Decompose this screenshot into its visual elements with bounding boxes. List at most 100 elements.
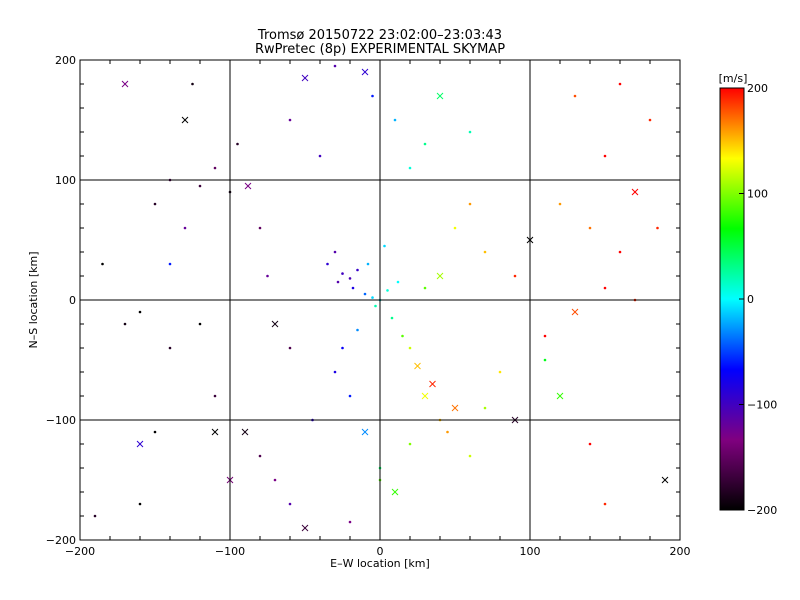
dot-marker <box>258 226 262 230</box>
cross-marker <box>451 404 459 412</box>
dot-marker <box>348 394 352 398</box>
cross-stroke <box>429 380 436 388</box>
dot-marker <box>198 184 202 188</box>
cross-stroke <box>211 428 219 436</box>
cross-marker <box>181 116 189 124</box>
dot-marker <box>446 430 449 434</box>
cross-marker <box>301 524 309 532</box>
cross-marker <box>244 182 252 190</box>
colorbar-tick-label: 200 <box>747 82 768 95</box>
colorbar-label: [m/s] <box>719 72 748 85</box>
colorbar-tick-label: 0 <box>747 293 754 306</box>
dot-marker <box>213 394 217 398</box>
data-points <box>93 64 669 532</box>
dot-marker <box>333 250 337 254</box>
cross-marker <box>391 488 399 496</box>
dot-marker <box>213 166 217 170</box>
dot-marker <box>341 272 344 275</box>
cross-stroke <box>661 476 669 484</box>
cross-marker <box>661 476 669 484</box>
chart-subtitle: RwPretec (8p) EXPERIMENTAL SKYMAP <box>255 42 505 57</box>
dot-marker <box>603 502 607 506</box>
dot-marker <box>333 64 337 68</box>
cross-stroke <box>136 440 144 448</box>
dot-marker <box>336 280 340 284</box>
dot-marker <box>483 250 487 254</box>
cross-stroke <box>414 362 421 370</box>
dot-marker <box>371 94 374 98</box>
x-tick-label: −100 <box>215 545 245 558</box>
dot-marker <box>401 334 404 338</box>
dot-marker <box>273 478 277 482</box>
dot-marker <box>266 274 269 278</box>
x-tick-label: 200 <box>670 545 691 558</box>
cross-marker <box>361 68 369 76</box>
colorbar-tick-label: −200 <box>747 504 777 517</box>
y-tick-label: −100 <box>46 414 76 427</box>
dot-marker <box>408 346 412 350</box>
y-tick-label: −200 <box>46 534 76 547</box>
dot-marker <box>288 346 292 350</box>
cross-stroke <box>556 392 564 400</box>
dot-marker <box>573 94 577 98</box>
cross-stroke <box>436 272 444 280</box>
y-tick-label: 0 <box>69 294 76 307</box>
cross-marker <box>429 380 436 388</box>
dot-marker <box>236 142 239 146</box>
cross-marker <box>136 440 144 448</box>
dot-marker <box>288 118 292 122</box>
dot-marker <box>513 274 517 278</box>
dot-marker <box>423 286 427 290</box>
y-axis-ticks: −200 −100 0 100 200 <box>46 54 680 547</box>
dot-marker <box>408 442 412 446</box>
dot-marker <box>333 370 337 374</box>
dot-marker <box>356 328 359 332</box>
dot-marker <box>93 514 97 518</box>
dot-marker <box>383 244 386 248</box>
dot-marker <box>366 262 370 266</box>
x-tick-label: 0 <box>377 545 384 558</box>
dot-marker <box>138 310 142 314</box>
cross-marker <box>571 308 579 316</box>
dot-marker <box>423 142 427 146</box>
x-tick-label: 100 <box>520 545 541 558</box>
dot-marker <box>153 430 157 434</box>
dot-marker <box>168 262 172 266</box>
dot-marker <box>390 316 394 320</box>
cross-stroke <box>571 308 579 316</box>
cross-marker <box>361 428 369 436</box>
cross-stroke <box>301 74 309 82</box>
dot-marker <box>371 296 374 299</box>
cross-stroke <box>241 428 249 436</box>
cross-marker <box>631 188 639 196</box>
cross-stroke <box>121 80 129 88</box>
dot-marker <box>648 118 652 122</box>
cross-stroke <box>271 320 279 328</box>
cross-marker <box>271 320 279 328</box>
cross-stroke <box>421 392 429 400</box>
dot-marker <box>183 226 187 230</box>
x-axis-label: E–W location [km] <box>330 557 430 570</box>
cross-marker <box>301 74 309 82</box>
dot-marker <box>393 118 397 122</box>
dot-marker <box>318 154 322 158</box>
colorbar-tick-label: 100 <box>747 188 768 201</box>
dot-marker <box>468 130 472 134</box>
cross-stroke <box>451 404 459 412</box>
dot-marker <box>191 82 194 86</box>
dot-marker <box>618 250 622 254</box>
dot-marker <box>468 202 472 206</box>
dot-marker <box>603 286 607 290</box>
cross-stroke <box>244 182 252 190</box>
dot-marker <box>588 442 592 446</box>
cross-stroke <box>436 92 444 100</box>
dot-marker <box>138 502 142 506</box>
cross-marker <box>121 80 129 88</box>
cross-marker <box>414 362 421 370</box>
dot-marker <box>288 502 292 506</box>
cross-marker <box>421 392 429 400</box>
dot-marker <box>483 406 487 410</box>
cross-stroke <box>361 68 369 76</box>
x-axis-ticks: −200 −100 0 100 200 <box>65 60 691 558</box>
